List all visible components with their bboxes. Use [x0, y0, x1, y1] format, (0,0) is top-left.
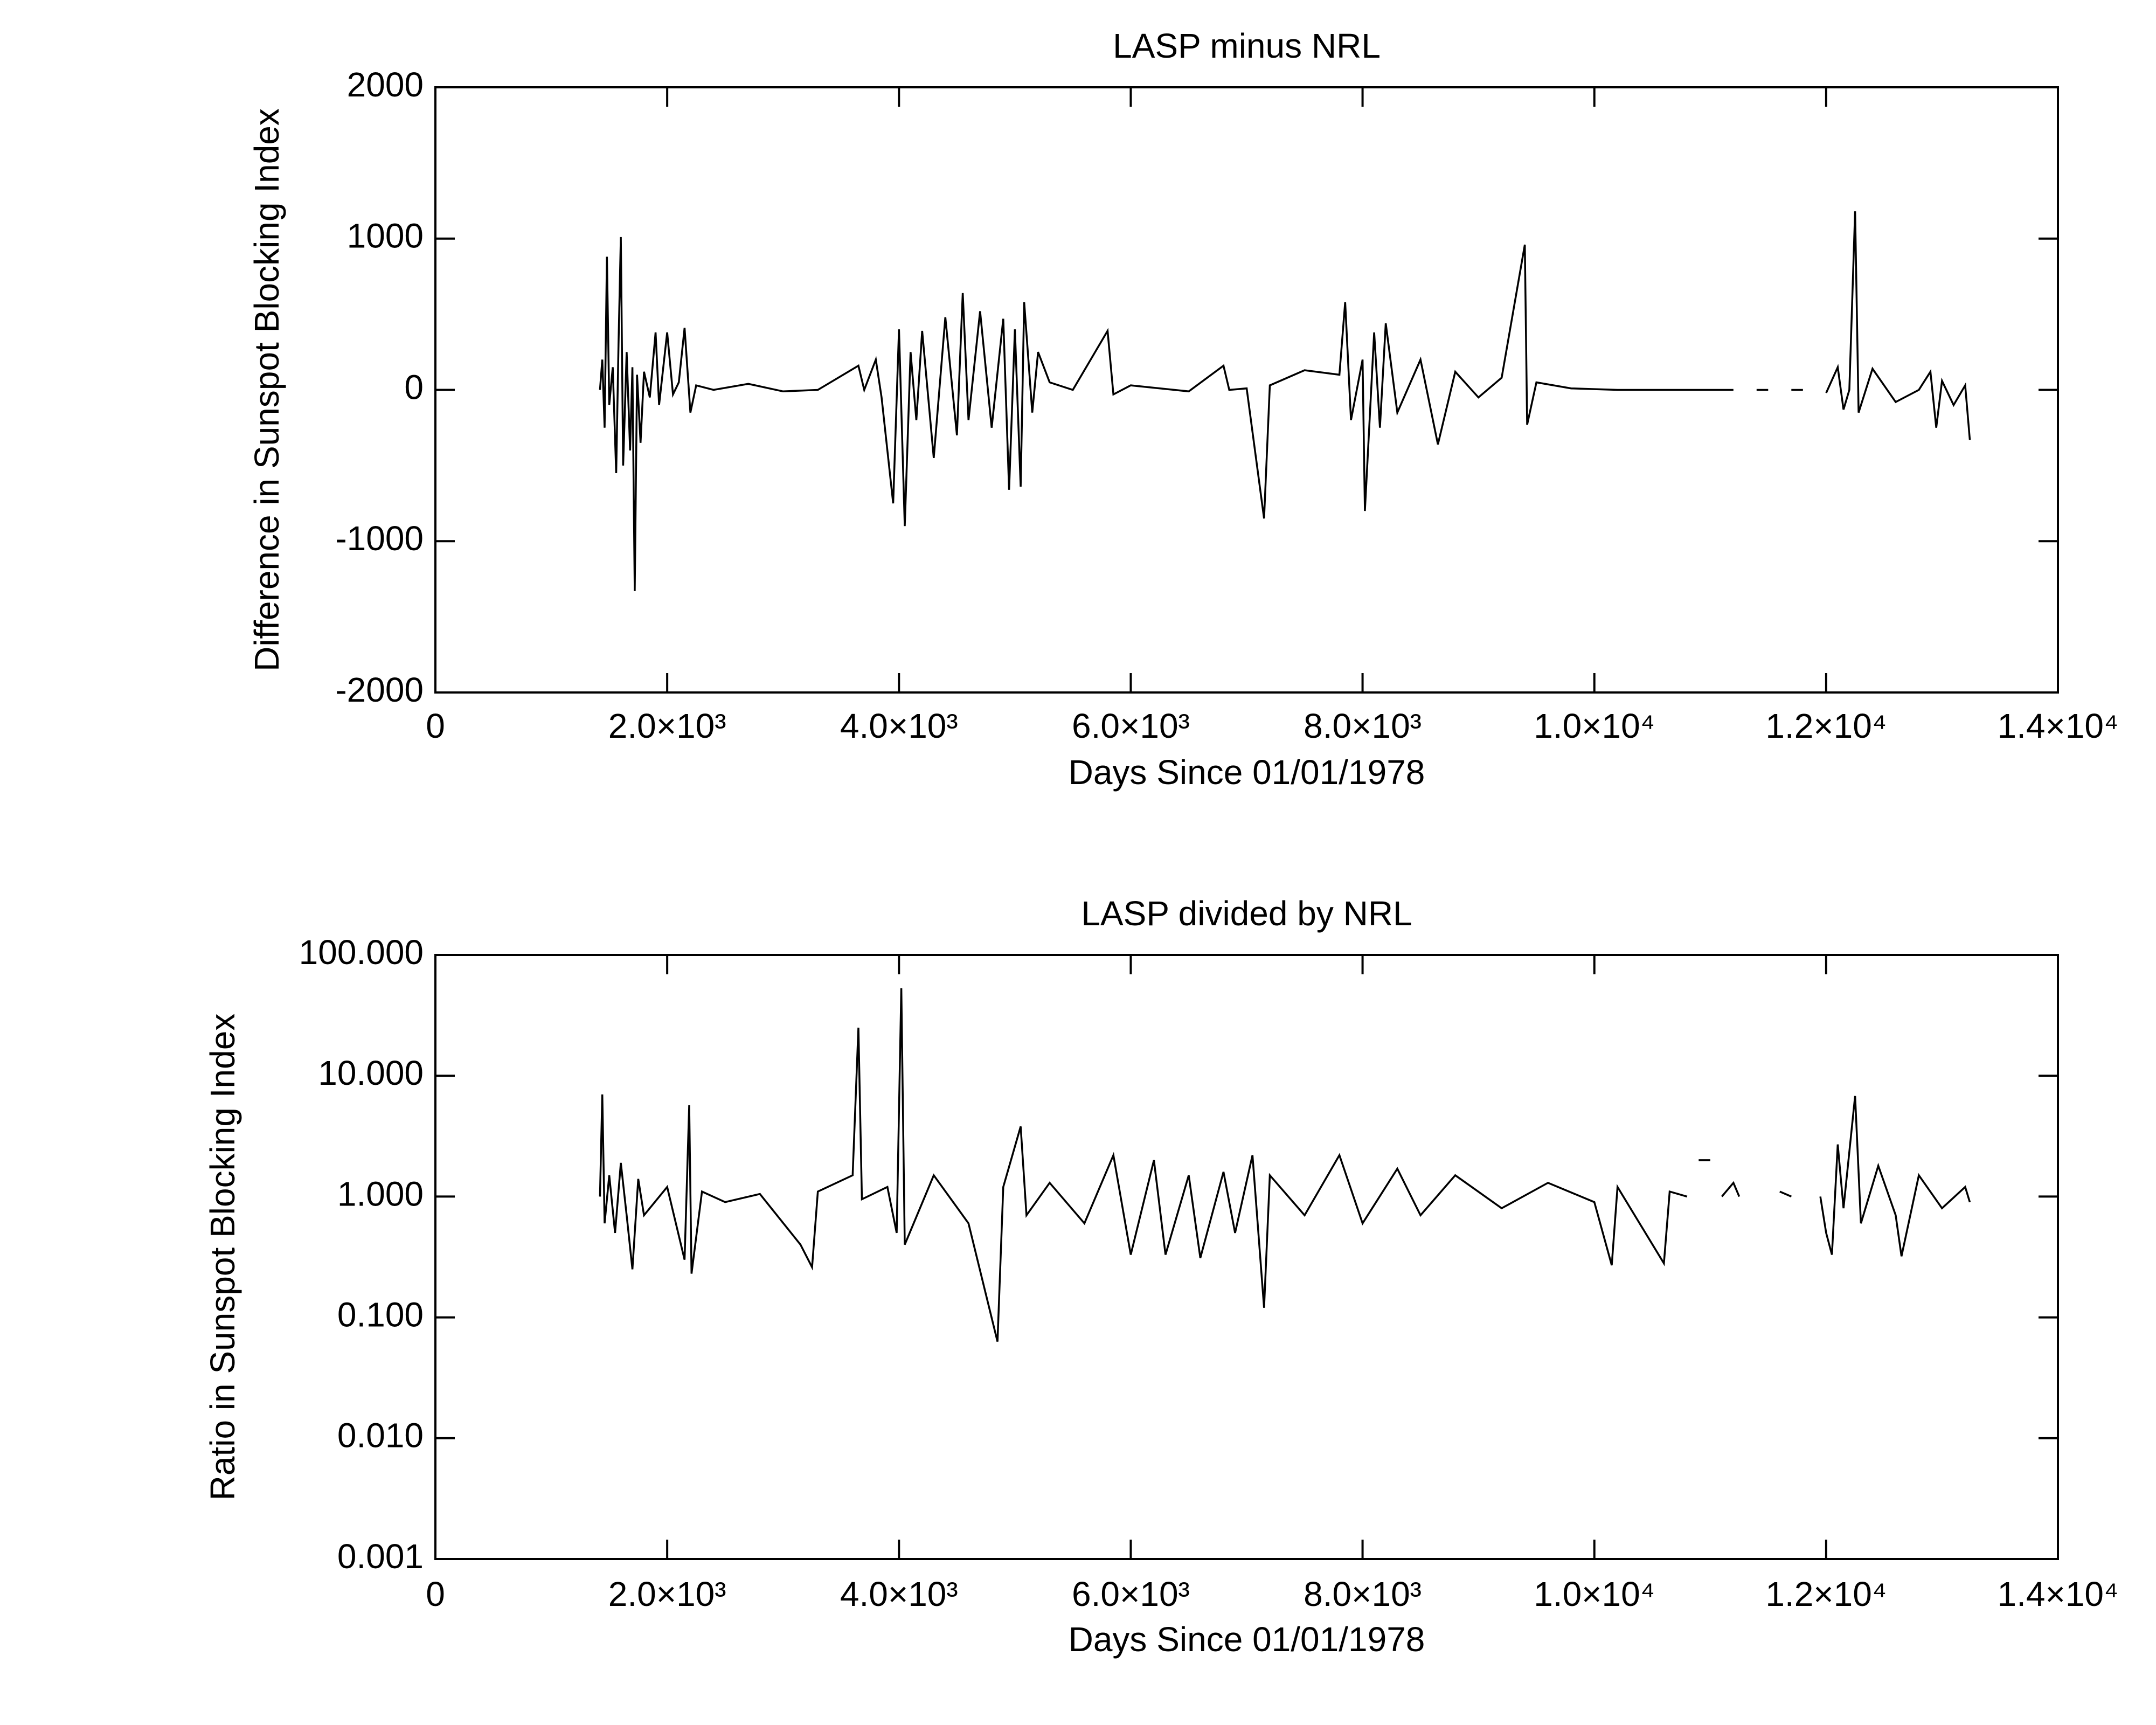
y-tick-label: 0.010 [337, 1416, 424, 1455]
data-line [599, 211, 1971, 591]
y-tick-label: 0 [404, 368, 424, 406]
x-tick-label: 2.0×10³ [608, 706, 726, 745]
x-tick-label: 4.0×10³ [840, 1575, 958, 1613]
x-tick-label: 1.4×10⁴ [1997, 1575, 2118, 1613]
x-tick-label: 0 [426, 1575, 445, 1613]
x-tick-label: 6.0×10³ [1072, 1575, 1190, 1613]
y-tick-label: 2000 [347, 65, 424, 104]
x-tick-label: 1.0×10⁴ [1534, 1575, 1655, 1613]
y-tick-label: 0.100 [337, 1296, 424, 1334]
x-tick-label: 4.0×10³ [840, 706, 958, 745]
y-axis-title: Ratio in Sunspot Blocking Index [203, 1014, 242, 1501]
x-tick-label: 8.0×10³ [1304, 706, 1422, 745]
x-tick-label: 1.2×10⁴ [1765, 1575, 1887, 1613]
chart-title: LASP minus NRL [1113, 26, 1381, 65]
y-tick-label: 100.000 [299, 933, 424, 972]
y-tick-label: 10.000 [318, 1054, 424, 1092]
data-line [599, 988, 1971, 1342]
y-tick-label: 1000 [347, 217, 424, 255]
y-tick-label: 0.001 [337, 1537, 424, 1576]
x-tick-label: 6.0×10³ [1072, 706, 1190, 745]
x-tick-label: 1.4×10⁴ [1997, 706, 2118, 745]
y-tick-label: -2000 [335, 670, 424, 709]
plot-frame [434, 954, 2059, 1560]
y-axis-title: Difference in Sunspot Blocking Index [247, 108, 286, 671]
chart-title: LASP divided by NRL [1081, 894, 1412, 933]
x-tick-label: 8.0×10³ [1304, 1575, 1422, 1613]
y-tick-label: 1.000 [337, 1174, 424, 1213]
x-axis-title: Days Since 01/01/1978 [1069, 1620, 1425, 1659]
x-axis-title: Days Since 01/01/1978 [1069, 753, 1425, 792]
x-tick-label: 1.2×10⁴ [1765, 706, 1887, 745]
x-tick-label: 2.0×10³ [608, 1575, 726, 1613]
x-tick-label: 0 [426, 706, 445, 745]
y-tick-label: -1000 [335, 519, 424, 558]
x-tick-label: 1.0×10⁴ [1534, 706, 1655, 745]
